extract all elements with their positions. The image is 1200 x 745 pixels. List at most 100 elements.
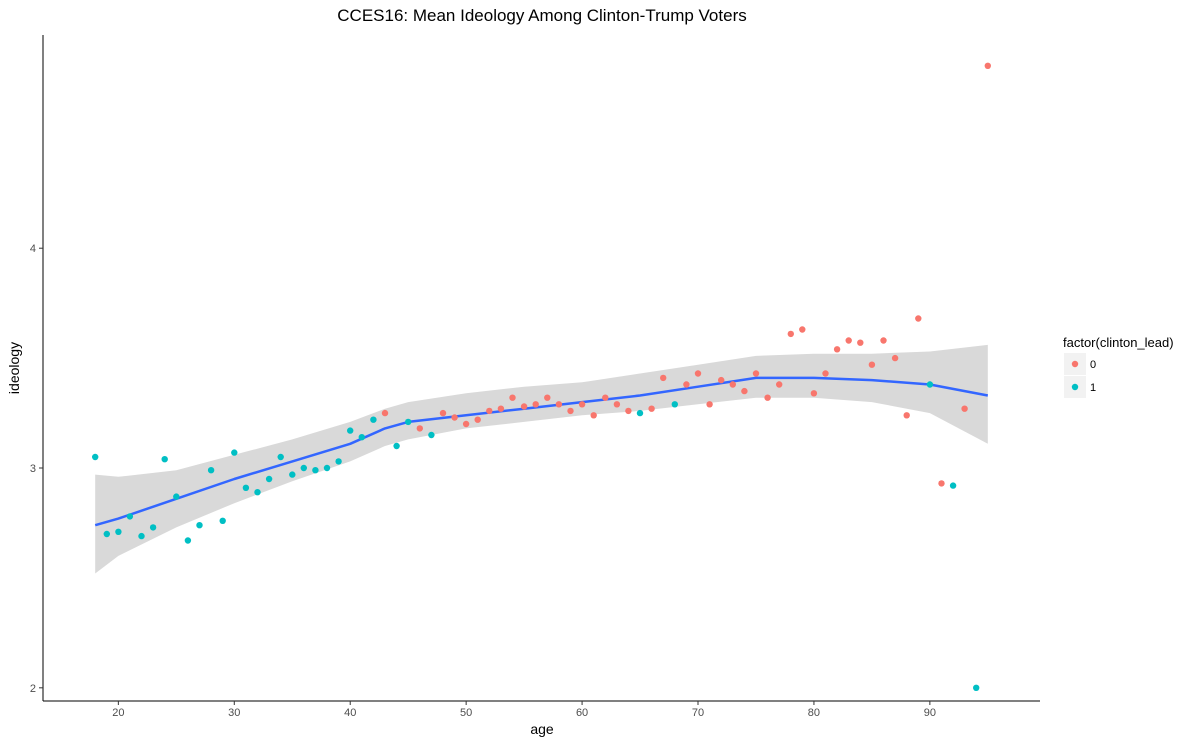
data-point-series-1 xyxy=(103,530,111,538)
data-point-series-0 xyxy=(474,416,481,423)
data-point-series-1 xyxy=(149,524,157,531)
x-tick-label: 70 xyxy=(692,707,704,719)
data-point-series-1 xyxy=(242,484,250,491)
data-point-series-1 xyxy=(138,532,145,540)
data-point-series-0 xyxy=(752,370,760,377)
data-point-series-0 xyxy=(544,394,551,401)
data-points xyxy=(92,62,991,691)
legend-title: factor(clinton_lead) xyxy=(1063,335,1174,350)
data-point-series-0 xyxy=(648,405,655,412)
data-point-series-0 xyxy=(868,361,876,368)
data-point-series-1 xyxy=(926,381,934,388)
data-point-series-1 xyxy=(949,482,957,489)
data-point-series-1 xyxy=(161,456,168,463)
data-point-series-1 xyxy=(973,684,980,691)
x-tick-label: 60 xyxy=(576,707,588,719)
x-axis-title: age xyxy=(530,721,554,737)
data-point-series-0 xyxy=(845,337,852,344)
legend-key-point xyxy=(1071,383,1079,391)
data-point-series-1 xyxy=(405,418,412,426)
data-point-series-1 xyxy=(370,416,377,423)
data-point-series-0 xyxy=(497,405,505,412)
data-point-series-1 xyxy=(126,513,134,520)
data-point-series-0 xyxy=(822,370,829,377)
data-point-series-0 xyxy=(625,407,632,415)
x-tick-label: 90 xyxy=(924,707,936,719)
smooth-trend-line xyxy=(94,376,989,527)
data-point-series-0 xyxy=(787,330,794,338)
data-point-series-0 xyxy=(799,326,806,333)
data-point-series-0 xyxy=(451,414,458,421)
data-point-series-1 xyxy=(312,467,319,474)
x-tick-label: 80 xyxy=(808,707,820,719)
legend: factor(clinton_lead) 01 xyxy=(1063,335,1174,398)
data-point-series-0 xyxy=(857,339,864,346)
y-tick-label: 4 xyxy=(30,243,36,255)
data-point-series-0 xyxy=(833,346,841,353)
data-point-series-0 xyxy=(532,401,539,408)
data-point-series-1 xyxy=(289,471,296,478)
data-point-series-0 xyxy=(416,425,423,432)
data-point-series-0 xyxy=(462,420,470,428)
data-point-series-0 xyxy=(984,62,991,69)
data-point-series-0 xyxy=(602,394,609,401)
data-point-series-0 xyxy=(810,390,818,397)
data-point-series-1 xyxy=(335,458,342,465)
data-point-series-0 xyxy=(915,315,922,322)
data-point-series-0 xyxy=(567,407,574,415)
x-tick-label: 50 xyxy=(460,707,472,719)
data-point-series-0 xyxy=(694,370,702,377)
data-point-series-1 xyxy=(92,453,99,461)
plot-area xyxy=(92,62,991,691)
data-point-series-1 xyxy=(323,464,331,472)
data-point-series-0 xyxy=(555,401,563,408)
data-point-series-1 xyxy=(196,522,203,529)
data-point-series-0 xyxy=(578,401,586,408)
y-axis-title: ideology xyxy=(6,342,22,394)
data-point-series-1 xyxy=(231,449,238,456)
chart-title: CCES16: Mean Ideology Among Clinton-Trum… xyxy=(337,6,746,25)
data-point-series-1 xyxy=(636,409,644,417)
data-point-series-1 xyxy=(219,517,226,524)
data-point-series-0 xyxy=(683,381,690,388)
y-tick-label: 3 xyxy=(30,463,36,475)
data-point-series-1 xyxy=(173,493,180,500)
data-point-series-0 xyxy=(764,394,771,401)
data-point-series-1 xyxy=(184,537,192,544)
legend-label: 1 xyxy=(1090,382,1096,394)
legend-entries: 01 xyxy=(1064,353,1096,398)
data-point-series-0 xyxy=(891,354,899,362)
data-point-series-0 xyxy=(590,412,597,419)
data-point-series-1 xyxy=(254,489,261,496)
data-point-series-0 xyxy=(613,401,621,408)
data-point-series-1 xyxy=(358,434,365,441)
data-point-series-0 xyxy=(660,374,667,382)
x-tick-label: 30 xyxy=(228,707,240,719)
x-tick-label: 20 xyxy=(112,707,124,719)
data-point-series-1 xyxy=(277,453,284,461)
data-point-series-0 xyxy=(381,409,389,417)
legend-key-point xyxy=(1071,360,1079,368)
data-point-series-0 xyxy=(439,409,447,417)
data-point-series-0 xyxy=(706,401,713,408)
axes: 20 30 40 50 60 70 80 90 2 3 4 xyxy=(30,35,1040,719)
data-point-series-0 xyxy=(961,405,968,412)
data-point-series-1 xyxy=(265,475,273,483)
x-axis-ticks: 20 30 40 50 60 70 80 90 xyxy=(112,701,936,719)
data-point-series-0 xyxy=(509,394,516,401)
data-point-series-0 xyxy=(741,387,748,395)
data-point-series-1 xyxy=(393,442,400,450)
data-point-series-1 xyxy=(207,467,215,474)
data-point-series-0 xyxy=(903,412,910,419)
data-point-series-0 xyxy=(938,480,945,487)
legend-label: 0 xyxy=(1090,359,1096,371)
data-point-series-1 xyxy=(347,427,354,434)
confidence-band xyxy=(95,344,988,574)
data-point-series-1 xyxy=(428,431,435,439)
data-point-series-0 xyxy=(718,376,725,384)
data-point-series-0 xyxy=(486,407,493,415)
data-point-series-0 xyxy=(776,381,783,388)
y-axis-ticks: 2 3 4 xyxy=(30,243,43,695)
data-point-series-1 xyxy=(115,528,122,535)
